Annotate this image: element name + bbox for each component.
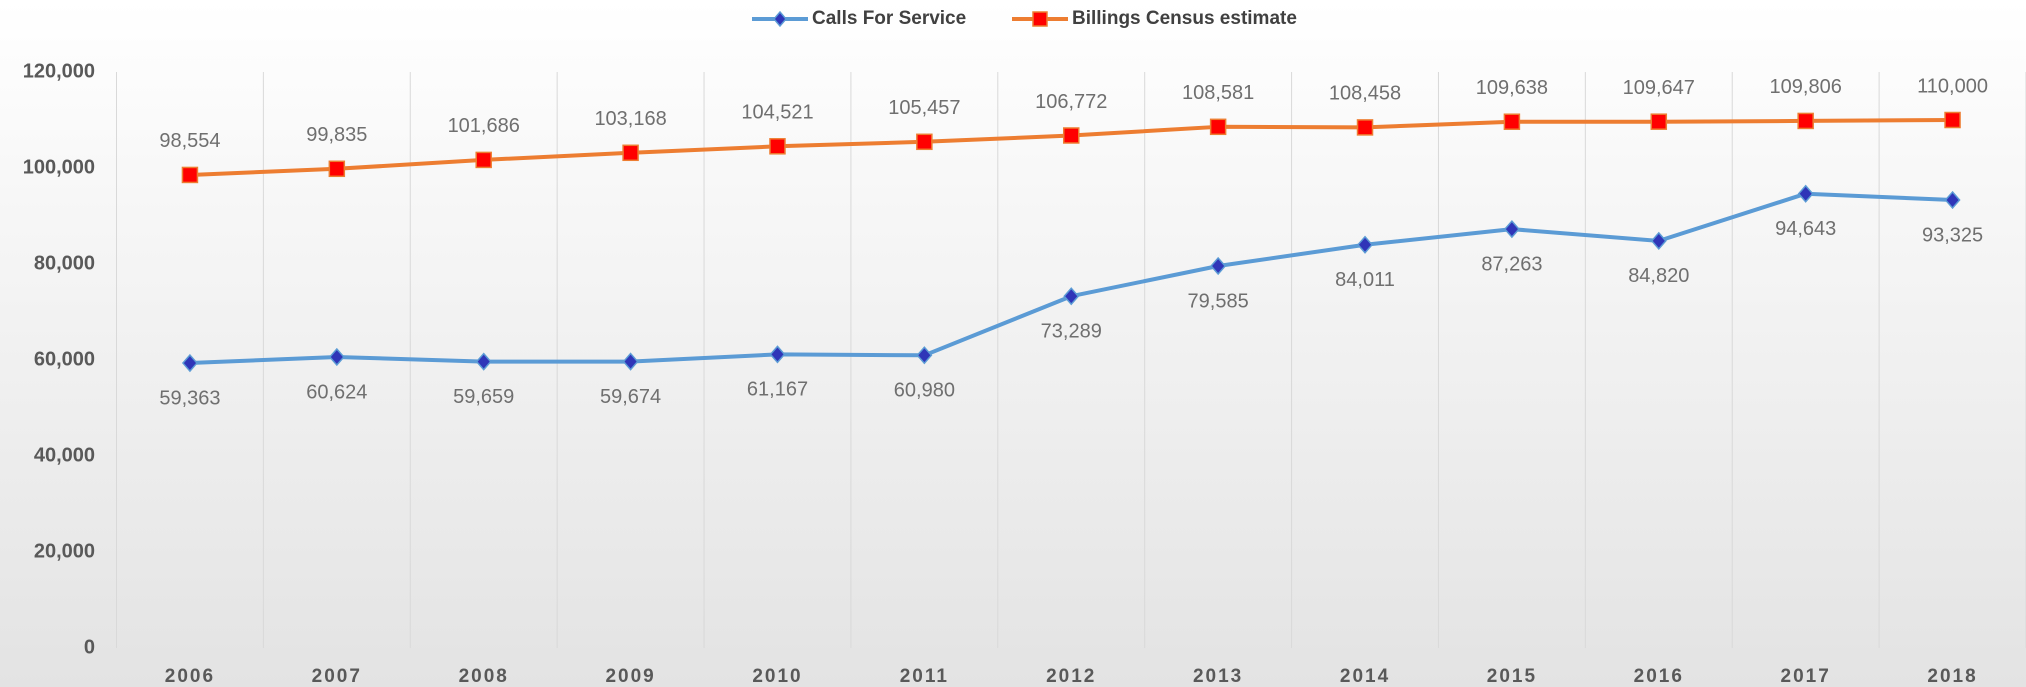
marker [769, 345, 786, 364]
x-tick-label: 2007 [312, 666, 362, 687]
value-label: 108,458 [1329, 83, 1401, 105]
y-tick-label: 40,000 [34, 444, 95, 466]
marker [1063, 287, 1080, 306]
marker [1944, 111, 1961, 129]
legend-marker [1032, 11, 1048, 27]
value-label: 98,554 [159, 130, 220, 152]
value-label: 109,806 [1770, 76, 1842, 98]
marker [1944, 190, 1961, 210]
legend-marker [773, 10, 787, 28]
value-label: 84,011 [1335, 269, 1395, 291]
x-tick-label: 2010 [752, 666, 802, 687]
value-label: 109,638 [1476, 77, 1548, 99]
legend-label: Billings Census estimate [1072, 8, 1297, 29]
marker [1503, 113, 1521, 130]
y-tick-label: 80,000 [34, 252, 95, 274]
marker [916, 346, 933, 365]
value-label: 105,457 [888, 97, 960, 119]
x-tick-label: 2016 [1634, 666, 1684, 687]
value-label: 59,674 [600, 386, 661, 408]
value-label: 108,581 [1182, 82, 1254, 104]
marker [1356, 119, 1374, 136]
x-tick-label: 2008 [459, 666, 509, 687]
x-tick-label: 2015 [1487, 666, 1537, 687]
value-label: 59,659 [453, 386, 514, 408]
x-tick-label: 2006 [165, 666, 215, 687]
marker [1063, 127, 1080, 144]
marker [622, 144, 639, 162]
marker [475, 352, 492, 371]
y-tick-label: 20,000 [34, 540, 95, 562]
legend-label: Calls For Service [812, 8, 966, 29]
marker [181, 353, 198, 373]
value-label: 60,624 [306, 381, 367, 403]
y-tick-label: 60,000 [34, 348, 95, 370]
value-label: 84,820 [1628, 265, 1689, 287]
marker [1650, 231, 1667, 251]
value-label: 109,647 [1623, 77, 1695, 99]
value-label: 79,585 [1188, 290, 1249, 312]
value-label: 94,643 [1775, 218, 1836, 240]
value-label: 59,363 [159, 387, 220, 409]
value-label: 99,835 [306, 124, 367, 146]
marker [328, 347, 345, 367]
value-label: 60,980 [894, 380, 955, 402]
value-label: 61,167 [747, 379, 808, 401]
marker [1503, 219, 1520, 239]
marker [769, 138, 786, 155]
x-tick-label: 2017 [1781, 666, 1831, 687]
marker [1797, 184, 1814, 203]
value-label: 103,168 [594, 108, 666, 130]
y-tick-label: 120,000 [23, 60, 95, 82]
y-tick-label: 100,000 [23, 156, 95, 178]
marker [328, 160, 346, 178]
value-label: 106,772 [1035, 91, 1107, 113]
marker [1797, 112, 1814, 130]
marker [1357, 235, 1374, 254]
value-label: 101,686 [448, 115, 520, 137]
marker [475, 151, 492, 169]
value-label: 93,325 [1922, 224, 1983, 246]
x-tick-label: 2018 [1927, 666, 1977, 687]
marker [1209, 118, 1227, 136]
marker [622, 352, 639, 371]
value-label: 87,263 [1481, 253, 1542, 275]
marker [1650, 113, 1668, 130]
value-label: 110,000 [1917, 75, 1988, 97]
y-tick-label: 0 [84, 636, 95, 658]
value-label: 73,289 [1041, 320, 1102, 342]
x-tick-label: 2011 [900, 666, 949, 687]
x-tick-label: 2009 [605, 666, 655, 687]
x-tick-label: 2014 [1340, 666, 1390, 687]
x-tick-label: 2013 [1193, 666, 1243, 687]
x-tick-label: 2012 [1046, 666, 1096, 687]
marker [181, 166, 199, 184]
value-label: 104,521 [741, 102, 813, 124]
marker [916, 133, 933, 151]
marker [1210, 256, 1227, 276]
